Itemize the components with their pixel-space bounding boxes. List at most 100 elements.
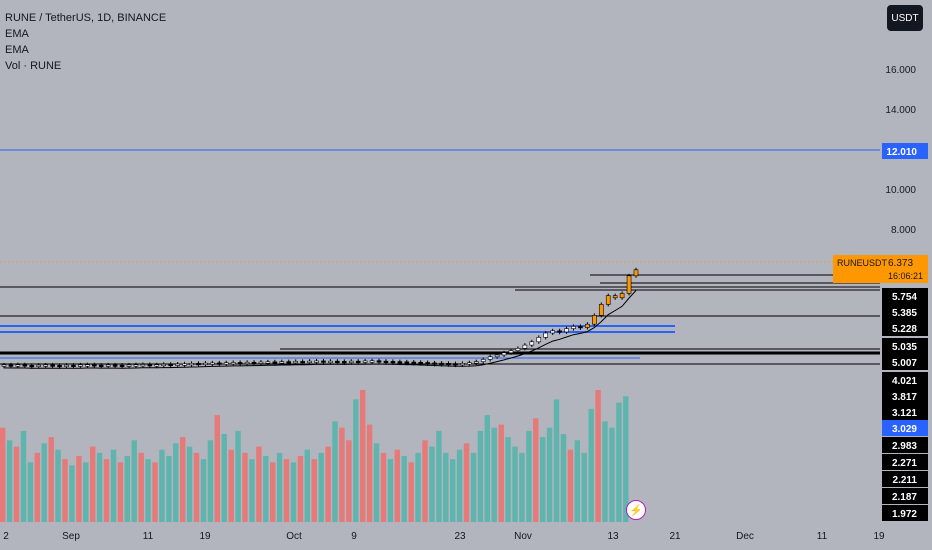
price-level-label: 5.228 (892, 324, 917, 335)
candle (494, 354, 500, 358)
candle (272, 361, 278, 364)
price-tick-label: 16.000 (885, 65, 916, 76)
volume-level-label: 2.271 (892, 458, 917, 469)
candle (300, 361, 305, 364)
indicator-ema-1[interactable]: EMA (5, 28, 29, 40)
candle (453, 363, 458, 366)
volume-bar (0, 427, 6, 522)
volume-bar (408, 462, 414, 522)
volume-bar (588, 408, 594, 522)
volume-bar (484, 415, 490, 522)
countdown-label: 16:06:21 (888, 271, 923, 281)
volume-bar (574, 440, 580, 522)
candle (154, 364, 160, 367)
candle (237, 362, 243, 365)
volume-bar (90, 446, 96, 522)
time-axis-label: Nov (514, 531, 532, 542)
candle (487, 356, 493, 360)
volume-bar (353, 399, 359, 522)
volume-bar (380, 452, 387, 522)
volume-bar (76, 456, 82, 522)
candle (501, 352, 507, 356)
time-axis (0, 524, 932, 550)
lightning-icon[interactable]: ⚡ (626, 500, 646, 520)
candle (362, 360, 368, 363)
volume-level-label: 2.187 (892, 492, 917, 503)
volume-bar (456, 449, 463, 522)
candle (529, 341, 535, 346)
candle (605, 295, 611, 305)
candle (418, 361, 424, 365)
candle (244, 361, 250, 365)
indicator-ema-2[interactable]: EMA (5, 44, 29, 56)
symbol-title[interactable]: RUNE / TetherUS, 1D, BINANCE (5, 12, 167, 24)
price-level-tag (882, 304, 928, 320)
volume-bar (173, 443, 179, 522)
price-tick-label: 10.000 (885, 185, 916, 196)
volume-bar (62, 459, 68, 522)
volume-bar (159, 449, 165, 522)
candle (126, 364, 132, 367)
volume-level-label: 3.121 (892, 408, 917, 419)
volume-bar (373, 443, 380, 522)
candle (182, 363, 187, 366)
candle (203, 362, 208, 365)
ema-line (3, 290, 637, 369)
volume-bar (546, 427, 553, 522)
volume-bar (55, 449, 61, 522)
volume-bar (387, 459, 394, 522)
candle (328, 360, 333, 363)
candle (57, 365, 62, 368)
candle (467, 362, 472, 365)
price-level-tag (882, 320, 928, 336)
indicator-volume[interactable]: Vol · RUNE (5, 60, 62, 72)
volume-bar (394, 449, 400, 522)
candle (223, 362, 229, 365)
candle (522, 344, 528, 349)
candle (355, 360, 361, 363)
volume-bar (429, 446, 435, 522)
candle (140, 364, 146, 367)
candle (314, 360, 319, 363)
volume-bar (325, 446, 331, 522)
time-axis-label: 19 (199, 531, 211, 542)
volume-bar (20, 430, 27, 522)
currency-button[interactable]: USDT (887, 5, 923, 31)
time-axis-label: 19 (873, 531, 885, 542)
volume-level-label: 3.029 (892, 424, 917, 435)
candle (390, 361, 396, 364)
volume-bar (41, 443, 47, 522)
volume-bar (13, 446, 20, 522)
volume-bar (526, 430, 532, 522)
candle (258, 361, 264, 364)
candle (439, 362, 444, 365)
price-level-label: 5.035 (892, 342, 917, 353)
volume-bar (553, 399, 560, 522)
volume-level-tag (882, 388, 928, 404)
volume-bar (581, 452, 587, 522)
time-axis-label: 11 (817, 531, 828, 542)
candle (91, 364, 97, 367)
volume-bar (505, 437, 511, 522)
volume-bar (207, 440, 214, 522)
volume-bar (512, 446, 518, 522)
volume-bar (221, 434, 227, 522)
candle (230, 362, 236, 365)
candle (293, 361, 298, 364)
candle (404, 361, 410, 364)
price-level-tag (882, 288, 928, 304)
time-axis-label: 13 (607, 531, 619, 542)
candle (78, 364, 83, 367)
candle (376, 360, 382, 363)
volume-level-tag (882, 505, 928, 521)
volume-bar (560, 434, 567, 522)
candle (196, 363, 201, 366)
volume-bar (519, 452, 525, 522)
volume-level-label: 2.211 (893, 475, 918, 486)
candle (321, 360, 326, 363)
volume-bar (166, 456, 172, 522)
candle (557, 330, 562, 333)
price-level-label: 5.007 (892, 358, 917, 369)
candle (64, 364, 69, 367)
